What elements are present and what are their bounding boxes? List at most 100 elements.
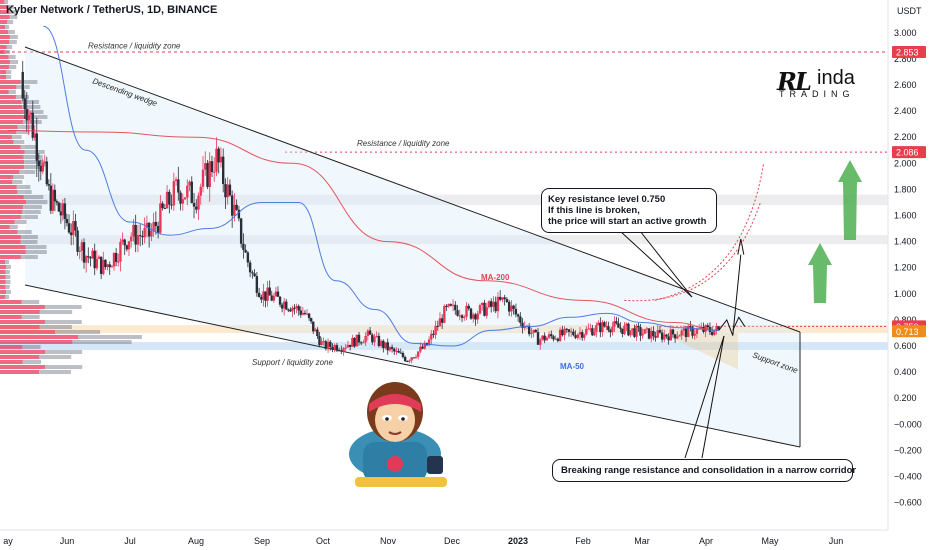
candle-body [255,276,259,293]
candle-body [397,350,400,353]
candle-body [591,328,594,336]
callout-line-1: Key resistance level 0.750 [548,194,666,205]
candle-body [687,326,690,337]
zone-band-1 [0,235,888,245]
volume-bar-down [21,100,39,104]
candle-body [25,109,28,121]
volume-bar-up [0,160,25,164]
volume-bar-down [16,185,31,189]
candle-body [532,329,535,333]
candle-body [208,161,211,187]
candle-body [285,301,288,310]
volume-bar-up [0,80,21,84]
candle-body [244,249,247,253]
candle-body [29,112,32,115]
volume-bar-up [0,180,13,184]
candle-body [199,186,202,196]
candle-body [454,304,457,311]
candle-body [631,328,634,331]
volume-bar-down [16,130,30,134]
price-label-text: 2.853 [896,47,919,57]
volume-bar-down [17,190,32,194]
volume-bar-up [0,155,24,159]
symbol-title: Kyber Network / TetherUS, 1D, BINANCE [6,4,218,16]
volume-bar-up [0,130,17,134]
candle-body [615,321,618,324]
volume-bar-down [11,135,22,139]
candle-body [152,221,155,231]
volume-bar-up [0,195,24,199]
candle-body [224,184,227,198]
candle-body [360,342,363,344]
candle-body [291,307,294,312]
volume-bar-down [6,290,11,294]
logo-sub: TRADING [779,89,855,99]
candle-body [136,235,140,245]
candle-body [613,321,616,327]
volume-bar-down [39,310,73,314]
volume-bar-up [0,120,23,124]
volume-bar-down [20,240,38,244]
projection-paths [624,160,862,336]
candle-body [87,256,90,258]
volume-bar-up [0,360,23,364]
x-tick-label: ay [3,536,13,546]
candle-body [465,305,468,317]
support-zone-triangle [661,332,738,370]
candle-body [154,221,158,227]
volume-bar-down [21,300,40,304]
volume-bar-up [0,45,7,49]
candle-body [578,332,582,335]
candle-body [283,301,286,309]
volume-bar-down [23,155,43,159]
candle-body [301,312,305,315]
candle-body [219,156,223,163]
candle-body [117,261,120,263]
candle-body [110,266,114,268]
candle-body [76,230,79,252]
candle-body [31,112,34,138]
candle-body [41,163,45,172]
candle-body [669,329,672,341]
volume-bar-down [55,330,101,334]
candle-body [611,326,614,333]
candle-body [93,250,96,269]
candle-body [576,334,579,338]
candle-body [539,339,542,345]
volume-bar-up [0,85,17,89]
candle-body [663,334,666,340]
candle-body [496,296,500,312]
candle-body [274,291,278,297]
wedge-bottom-line [24,284,801,448]
volume-bar-up [0,280,6,284]
candle-body [337,350,341,352]
candle-body [43,161,47,164]
cartoon-character [349,382,447,487]
ma200-line [7,130,719,331]
candle-body [329,341,332,347]
volume-bar-up [0,350,46,354]
candle-body [536,332,540,345]
candle-body [645,328,649,330]
candle-body [673,334,677,339]
y-tick-label: 0.200 [894,393,917,403]
volume-bar-down [9,35,18,39]
candle-body [510,305,513,312]
candle-body [572,331,575,336]
candle-body [206,163,209,187]
volume-bar-down [4,260,10,264]
candle-body [233,204,236,216]
volume-bar-up [0,345,23,349]
x-tick-label: Oct [316,536,331,546]
volume-bar-up [0,265,7,269]
y-tick-label: 2.800 [894,54,917,64]
candle-body [717,326,720,330]
price-label-box [892,45,926,58]
candle-body [322,341,325,343]
candle-body [260,296,263,300]
candle-body [377,335,381,347]
candle-body [132,224,135,237]
projection-arrowhead [737,238,745,255]
candle-body [299,310,302,315]
candle-body [639,327,642,336]
